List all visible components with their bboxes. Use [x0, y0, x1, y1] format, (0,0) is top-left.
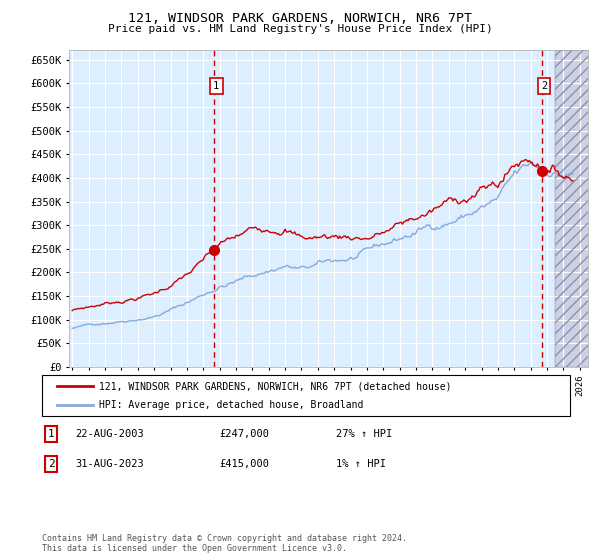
- Text: £415,000: £415,000: [219, 459, 269, 469]
- Text: This data is licensed under the Open Government Licence v3.0.: This data is licensed under the Open Gov…: [42, 544, 347, 553]
- Text: Contains HM Land Registry data © Crown copyright and database right 2024.: Contains HM Land Registry data © Crown c…: [42, 534, 407, 543]
- Text: 121, WINDSOR PARK GARDENS, NORWICH, NR6 7PT (detached house): 121, WINDSOR PARK GARDENS, NORWICH, NR6 …: [99, 381, 452, 391]
- Text: HPI: Average price, detached house, Broadland: HPI: Average price, detached house, Broa…: [99, 400, 364, 409]
- Text: 1% ↑ HPI: 1% ↑ HPI: [336, 459, 386, 469]
- Bar: [555, 50, 596, 367]
- Text: 1: 1: [47, 429, 55, 439]
- Bar: [555, 50, 596, 367]
- Text: £247,000: £247,000: [219, 429, 269, 439]
- Text: 27% ↑ HPI: 27% ↑ HPI: [336, 429, 392, 439]
- Text: 1: 1: [213, 81, 220, 91]
- Text: 31-AUG-2023: 31-AUG-2023: [75, 459, 144, 469]
- Text: Price paid vs. HM Land Registry's House Price Index (HPI): Price paid vs. HM Land Registry's House …: [107, 24, 493, 34]
- Text: 2: 2: [541, 81, 547, 91]
- Text: 2: 2: [47, 459, 55, 469]
- Text: 121, WINDSOR PARK GARDENS, NORWICH, NR6 7PT: 121, WINDSOR PARK GARDENS, NORWICH, NR6 …: [128, 12, 472, 25]
- Text: 22-AUG-2003: 22-AUG-2003: [75, 429, 144, 439]
